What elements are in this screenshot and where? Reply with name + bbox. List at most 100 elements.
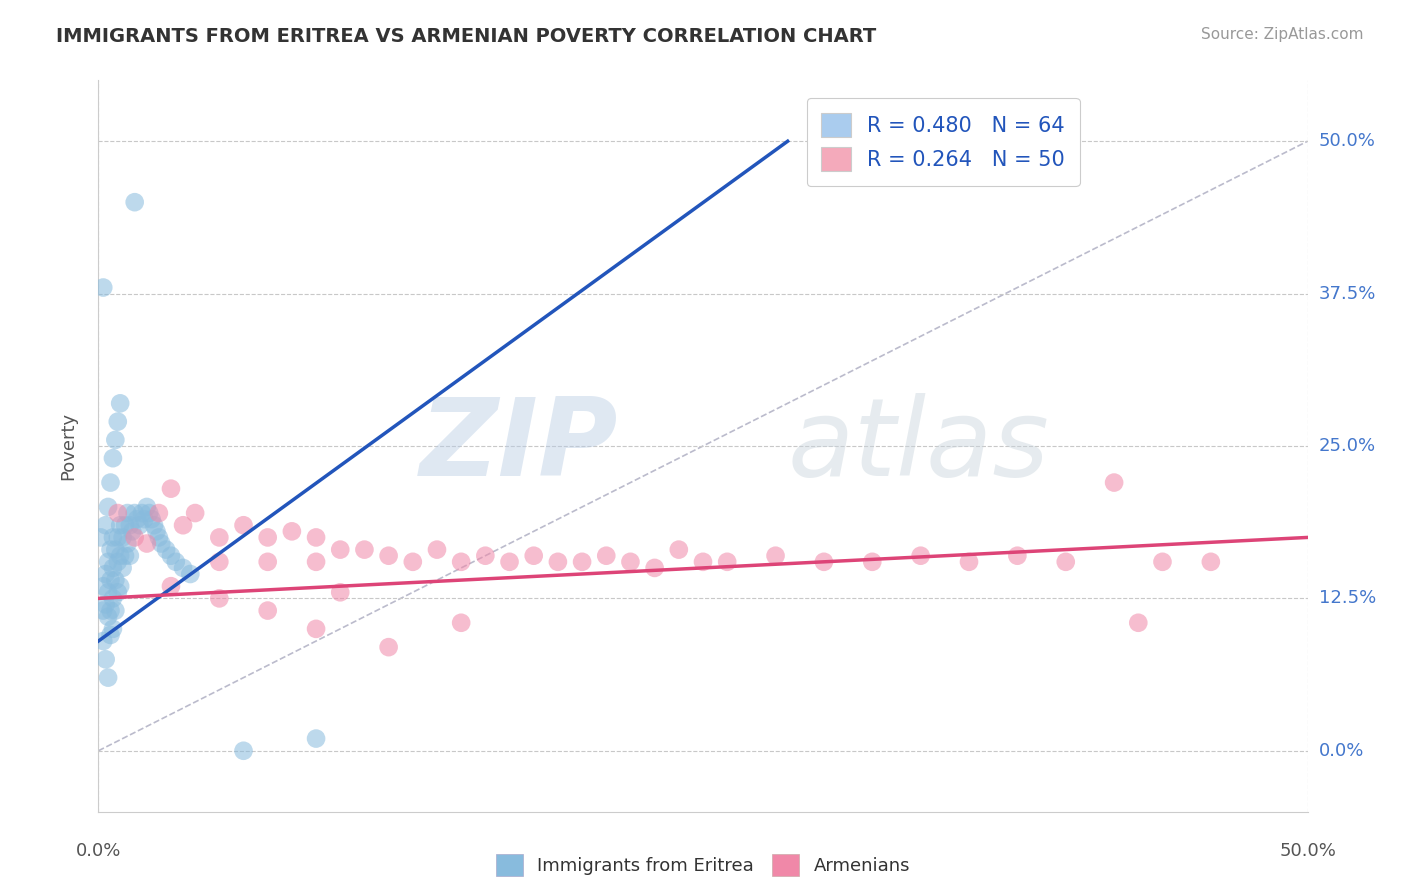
Point xyxy=(165,555,187,569)
Point xyxy=(160,549,183,563)
Point xyxy=(117,536,139,550)
Point xyxy=(91,280,114,294)
Point xyxy=(91,579,114,593)
Point xyxy=(121,524,143,539)
Text: 50.0%: 50.0% xyxy=(1319,132,1375,150)
Point xyxy=(184,506,207,520)
Point xyxy=(94,598,117,612)
Point xyxy=(104,573,127,587)
Point xyxy=(128,518,150,533)
Point xyxy=(426,542,449,557)
Point xyxy=(97,671,120,685)
Legend: Immigrants from Eritrea, Armenians: Immigrants from Eritrea, Armenians xyxy=(489,847,917,883)
Point xyxy=(108,549,131,563)
Point xyxy=(134,512,156,526)
Point xyxy=(256,604,278,618)
Point xyxy=(377,640,399,655)
Point xyxy=(97,609,120,624)
Point xyxy=(1128,615,1150,630)
Point xyxy=(179,567,201,582)
Point xyxy=(402,555,425,569)
Point xyxy=(100,475,122,490)
Point xyxy=(107,415,129,429)
Point xyxy=(108,396,131,410)
Point xyxy=(860,555,883,569)
Point xyxy=(547,555,569,569)
Point xyxy=(668,542,690,557)
Point xyxy=(131,506,153,520)
Point xyxy=(101,451,124,466)
Text: 0.0%: 0.0% xyxy=(76,842,121,860)
Point xyxy=(141,512,163,526)
Point xyxy=(97,585,120,599)
Point xyxy=(160,482,183,496)
Point xyxy=(571,555,593,569)
Point xyxy=(90,530,112,544)
Point xyxy=(111,561,134,575)
Point xyxy=(1152,555,1174,569)
Point xyxy=(124,195,146,210)
Text: IMMIGRANTS FROM ERITREA VS ARMENIAN POVERTY CORRELATION CHART: IMMIGRANTS FROM ERITREA VS ARMENIAN POVE… xyxy=(56,27,876,45)
Point xyxy=(595,549,617,563)
Point xyxy=(208,530,231,544)
Point xyxy=(1054,555,1077,569)
Point xyxy=(148,530,170,544)
Point xyxy=(256,530,278,544)
Point xyxy=(114,518,136,533)
Point xyxy=(124,506,146,520)
Point xyxy=(107,555,129,569)
Text: 50.0%: 50.0% xyxy=(1279,842,1336,860)
Point xyxy=(208,555,231,569)
Point xyxy=(94,518,117,533)
Point xyxy=(910,549,932,563)
Point xyxy=(523,549,546,563)
Point xyxy=(101,591,124,606)
Point xyxy=(135,500,157,514)
Point xyxy=(97,555,120,569)
Point xyxy=(100,604,122,618)
Point xyxy=(127,512,149,526)
Point xyxy=(111,530,134,544)
Text: atlas: atlas xyxy=(787,393,1049,499)
Point xyxy=(1199,555,1222,569)
Point xyxy=(91,604,114,618)
Point xyxy=(108,518,131,533)
Point xyxy=(172,561,194,575)
Point xyxy=(150,536,173,550)
Text: Source: ZipAtlas.com: Source: ZipAtlas.com xyxy=(1201,27,1364,42)
Point xyxy=(957,555,980,569)
Point xyxy=(305,555,328,569)
Point xyxy=(107,585,129,599)
Point xyxy=(108,579,131,593)
Text: 37.5%: 37.5% xyxy=(1319,285,1376,302)
Point xyxy=(450,615,472,630)
Text: 25.0%: 25.0% xyxy=(1319,437,1376,455)
Point xyxy=(118,549,141,563)
Text: 12.5%: 12.5% xyxy=(1319,590,1376,607)
Point xyxy=(94,652,117,666)
Point xyxy=(716,555,738,569)
Point xyxy=(377,549,399,563)
Point xyxy=(305,530,328,544)
Point xyxy=(101,622,124,636)
Point xyxy=(329,542,352,557)
Point xyxy=(281,524,304,539)
Point xyxy=(155,542,177,557)
Point xyxy=(104,433,127,447)
Point xyxy=(232,744,254,758)
Text: 0.0%: 0.0% xyxy=(1319,742,1364,760)
Point xyxy=(143,518,166,533)
Point xyxy=(1102,475,1125,490)
Point xyxy=(135,536,157,550)
Point xyxy=(91,634,114,648)
Point xyxy=(107,530,129,544)
Point xyxy=(138,506,160,520)
Point xyxy=(100,628,122,642)
Point xyxy=(100,573,122,587)
Point xyxy=(104,542,127,557)
Point xyxy=(1007,549,1029,563)
Point xyxy=(305,731,328,746)
Point xyxy=(765,549,787,563)
Point xyxy=(148,506,170,520)
Point xyxy=(104,604,127,618)
